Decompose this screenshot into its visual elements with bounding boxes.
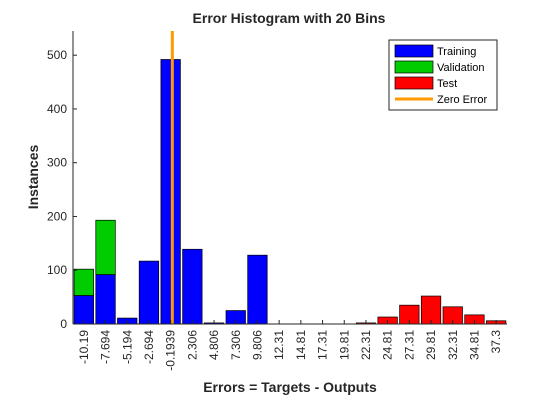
- x-tick-label-10: 14.81: [294, 330, 308, 360]
- y-tick-label-100: 100: [47, 263, 67, 277]
- legend-swatch-training: [394, 44, 434, 58]
- x-tick-label-6: 4.806: [207, 330, 221, 360]
- x-tick-label-4: -0.1939: [164, 330, 178, 371]
- x-tick-label-17: 32.31: [446, 330, 460, 360]
- x-tick-label-16: 29.81: [424, 330, 438, 360]
- x-tick-label-11: 17.31: [316, 330, 330, 360]
- bar-training-0: [73, 295, 94, 325]
- legend-swatch-test: [394, 76, 434, 90]
- y-axis-label: Instances: [25, 144, 41, 209]
- legend-label-validation: Validation: [437, 62, 485, 74]
- y-tick-label-300: 300: [47, 156, 67, 170]
- y-tick-label-500: 500: [47, 48, 67, 62]
- bar-training-4: [160, 59, 181, 325]
- x-tick-label-15: 27.31: [402, 330, 416, 360]
- legend-swatch-validation: [394, 60, 434, 74]
- y-tick-label-400: 400: [47, 102, 67, 116]
- y-tick-label-0: 0: [60, 317, 67, 331]
- bar-validation-0: [73, 268, 94, 296]
- x-tick-label-12: 19.81: [337, 330, 351, 360]
- x-tick-label-5: 2.306: [185, 330, 199, 360]
- bar-test-16: [420, 295, 442, 325]
- legend-label-zero-error: Zero Error: [437, 94, 487, 106]
- x-tick-label-8: 9.806: [250, 330, 264, 360]
- axes-group: 0 100 200 300 400 500 -10.19 -7.694 -5.194 -2.694…: [47, 31, 507, 371]
- x-axis-label: Errors = Targets - Outputs: [203, 379, 377, 395]
- chart-title: Error Histogram with 20 Bins: [193, 10, 386, 26]
- x-tick-label-3: -2.694: [142, 330, 156, 364]
- y-tick-label-200: 200: [47, 209, 67, 223]
- bar-training-3: [138, 260, 160, 325]
- x-tick-label-7: 7.306: [229, 330, 243, 360]
- x-tick-label-9: 12.31: [272, 330, 286, 360]
- legend-label-test: Test: [437, 78, 457, 90]
- bar-training-5: [182, 248, 203, 325]
- bar-validation-1: [95, 219, 116, 275]
- x-tick-label-19: 37.3: [489, 330, 503, 354]
- x-tick-label-2: -5.194: [120, 330, 134, 364]
- x-tick-label-13: 22.31: [359, 330, 373, 360]
- x-tick-label-18: 34.81: [467, 330, 481, 360]
- bar-training-1: [95, 274, 116, 325]
- bar-training-8: [247, 254, 268, 325]
- legend: Training Validation Test Zero Error: [388, 39, 498, 111]
- x-tick-label-1: -7.694: [99, 330, 113, 364]
- x-tick-label-14: 24.81: [381, 330, 395, 360]
- x-tick-label-0: -10.19: [77, 330, 91, 364]
- legend-label-training: Training: [437, 46, 476, 58]
